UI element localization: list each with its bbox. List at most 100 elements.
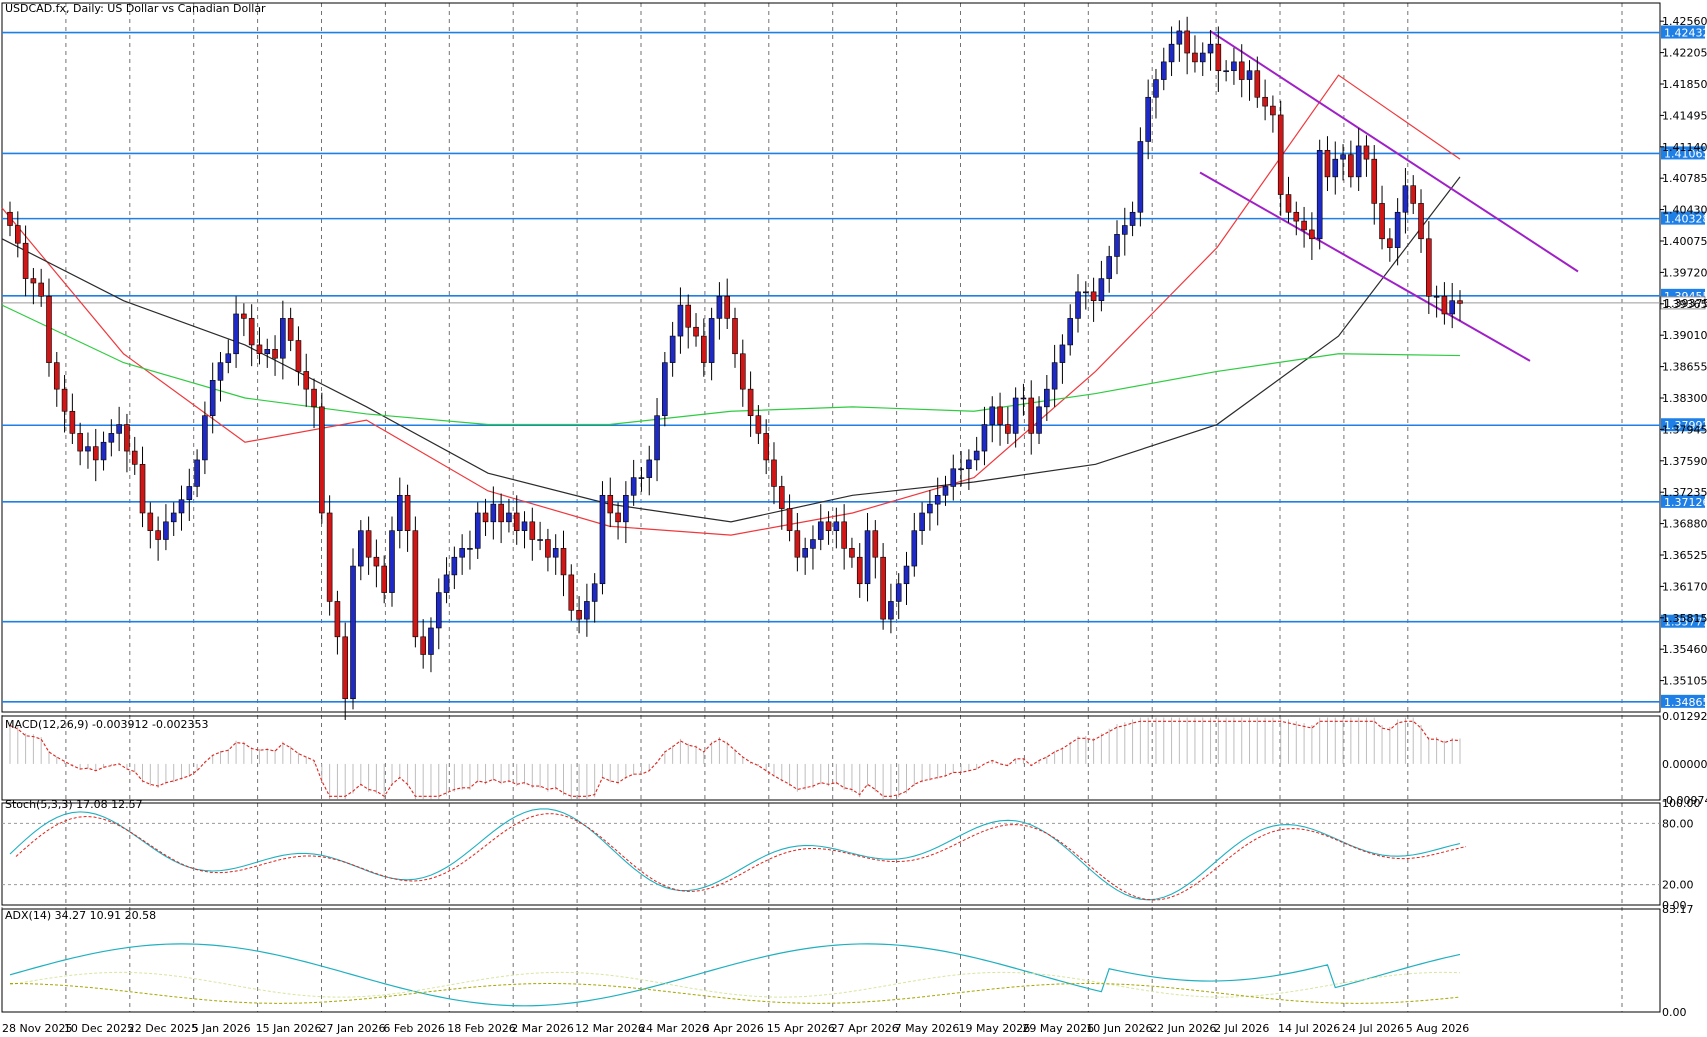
bull-candle [1067, 318, 1074, 346]
price-label: 1.41140 [1662, 141, 1707, 154]
bear-candle [841, 521, 847, 549]
bear-candle [1028, 397, 1035, 434]
bear-candle [69, 410, 76, 434]
bull-candle [1121, 225, 1128, 235]
bull-candle [178, 499, 185, 514]
bull-candle [1098, 278, 1105, 301]
stoch-main-line [9, 808, 1461, 901]
bull-candle [451, 556, 458, 576]
bear-candle [155, 530, 161, 540]
bull-candle [1231, 61, 1237, 72]
price-label: 1.35105 [1662, 675, 1707, 688]
bull-candle [537, 539, 543, 541]
level-label: 1.42432 [1664, 27, 1707, 40]
bear-candle [545, 539, 551, 558]
price-label: 1.39010 [1662, 329, 1707, 342]
date-label: 19 May 2026 [959, 1022, 1031, 1035]
bear-candle [880, 556, 886, 620]
macd-axis-label: -0.009741 [1662, 794, 1707, 807]
bull-candle [623, 494, 629, 523]
pane-frame [1, 802, 1661, 906]
bear-candle [1301, 220, 1307, 231]
bear-candle [319, 406, 325, 514]
bull-candle [1075, 291, 1081, 319]
price-label: 1.37590 [1662, 455, 1707, 468]
bear-candle [1348, 154, 1354, 178]
bull-candle [1106, 256, 1112, 279]
bull-candle [1012, 397, 1019, 434]
level-label: 1.35771 [1664, 616, 1707, 629]
bear-candle [1379, 203, 1385, 240]
bull-candle [927, 503, 933, 514]
date-label: 24 Mar 2026 [639, 1022, 709, 1035]
bear-candle [1238, 61, 1245, 80]
price-label: 1.40075 [1662, 235, 1707, 248]
bear-candle [1184, 30, 1190, 54]
bull-candle [100, 441, 107, 461]
date-label: 7 May 2026 [895, 1022, 960, 1035]
date-label: 15 Jan 2026 [256, 1022, 322, 1035]
bear-candle [61, 388, 68, 412]
stoch-axis-label: 20.00 [1662, 879, 1694, 892]
bear-candle [794, 530, 801, 558]
price-label: 1.37235 [1662, 486, 1707, 499]
bear-candle [334, 601, 341, 638]
date-label: 6 Feb 2026 [383, 1022, 444, 1035]
bear-candle [38, 282, 44, 297]
price-label: 1.41850 [1662, 78, 1707, 91]
stoch-signal-line [15, 813, 1467, 901]
bull-candle [638, 477, 645, 479]
bear-candle [755, 415, 762, 434]
bear-candle [1005, 424, 1011, 434]
bull-candle [1207, 43, 1214, 54]
bull-candle [654, 415, 660, 461]
price-label: 1.39365 [1662, 298, 1707, 311]
level-label-box [1661, 614, 1705, 628]
level-label: 1.37992 [1664, 419, 1707, 432]
pane-frame [1, 715, 1661, 801]
bear-candle [248, 318, 255, 346]
bull-candle [1402, 185, 1409, 213]
macd-pane-title: MACD(12,26,9) -0.003912 -0.002353 [5, 718, 208, 731]
bull-candle [599, 494, 606, 585]
bull-candle [1355, 145, 1362, 178]
bear-candle [46, 295, 52, 363]
bear-candle [326, 512, 333, 602]
price-label: 1.41495 [1662, 109, 1707, 122]
bear-candle [1457, 300, 1463, 304]
date-label: 10 Dec 2025 [64, 1022, 134, 1035]
channel-lower-line [1199, 171, 1531, 362]
bear-candle [381, 565, 387, 593]
bull-candle [1433, 295, 1440, 298]
bull-candle [396, 494, 403, 531]
bear-candle [256, 344, 263, 355]
bear-candle [1277, 114, 1284, 195]
level-label: 1.41065 [1664, 147, 1707, 160]
bear-candle [615, 512, 621, 523]
bull-candle [264, 349, 271, 355]
bull-candle [1145, 96, 1151, 142]
stoch-axis-label: 100.00 [1662, 797, 1701, 810]
bear-candle [560, 548, 567, 576]
bear-candle [825, 521, 832, 531]
stoch-axis-label: 0.00 [1662, 899, 1687, 912]
bull-candle [163, 521, 169, 540]
bear-candle [513, 512, 520, 531]
bull-candle [217, 362, 224, 381]
bull-candle [1332, 158, 1339, 178]
price-label: 1.42205 [1662, 47, 1707, 60]
bull-candle [716, 295, 723, 319]
bull-candle [358, 530, 364, 567]
price-label: 1.35815 [1662, 612, 1707, 625]
date-label: 10 Jun 2026 [1086, 1022, 1152, 1035]
bull-candle [833, 521, 840, 531]
bear-candle [1371, 158, 1378, 204]
bear-candle [139, 464, 146, 514]
date-label: 27 Apr 2026 [831, 1022, 899, 1035]
date-label: 3 Apr 2026 [703, 1022, 764, 1035]
level-label-box [1661, 694, 1705, 708]
date-label: 22 Dec 2025 [128, 1022, 198, 1035]
date-label: 14 Jul 2026 [1278, 1022, 1340, 1035]
